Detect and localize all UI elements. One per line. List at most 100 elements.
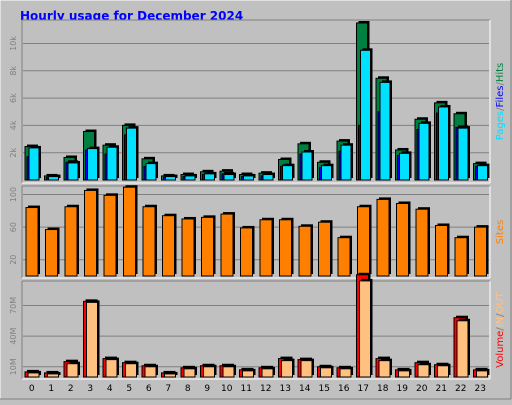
x-axis-hour-label-17: 17 [358, 384, 369, 394]
hits-panel-pages-bar-3 [87, 146, 100, 181]
hits-panel-pages-bar-18 [379, 80, 392, 181]
hits-panel-fill [22, 20, 490, 183]
volume-panel-legend-item-1: / [495, 327, 506, 331]
x-axis-hour-label-0: 0 [29, 384, 35, 394]
hits-panel-pages-bar-18-face [379, 81, 391, 181]
sites-panel-legend-item-0: Sites [495, 220, 506, 244]
volume-panel-inout-bar-3-face [86, 301, 98, 378]
hits-panel-legend-item-2: Files [495, 86, 506, 108]
sites-panel-sites-bar-0-face [25, 207, 39, 277]
sites-panel-sites-bar-11-face [240, 227, 253, 277]
sites-panel-sites-bar-15 [318, 220, 333, 277]
hits-panel-pages-bar-11-face [243, 175, 254, 181]
volume-panel-inout-bar-18 [378, 358, 392, 378]
volume-panel-y-tick-label-0: 10M [9, 358, 18, 375]
sites-panel-sites-bar-7-face [162, 215, 175, 277]
volume-panel-inout-bar-19-face [398, 370, 410, 378]
hits-panel-pages-bar-14 [301, 150, 314, 181]
sites-panel-sites-bar-0 [25, 205, 40, 277]
sites-panel-sites-bar-16 [337, 235, 352, 277]
sites-panel-sites-bar-19-face [396, 202, 409, 277]
hits-panel-pages-bar-11 [243, 173, 256, 181]
x-axis-hour-label-2: 2 [68, 384, 74, 394]
volume-panel-inout-bar-12-face [261, 368, 274, 378]
x-axis-hour-label-19: 19 [397, 384, 409, 394]
x-axis-hour-label-10: 10 [221, 384, 233, 394]
hits-panel-pages-bar-13-face [282, 165, 293, 181]
volume-panel-inout-bar-2 [66, 361, 80, 378]
sites-panel-sites-bar-10 [220, 212, 235, 277]
volume-panel-inout-bar-1 [47, 371, 61, 378]
volume-panel-inout-bar-22 [456, 318, 470, 378]
x-axis-hour-label-9: 9 [204, 384, 210, 394]
volume-panel-inout-bar-9 [203, 364, 217, 378]
hits-panel-legend-item-4: Hits [495, 63, 506, 82]
volume-panel-inout-bar-17-face [359, 280, 371, 378]
sites-panel-sites-bar-17 [357, 204, 372, 277]
hits-panel-y-tick-label-4: 10k [9, 36, 18, 51]
sites-panel-sites-bar-20 [415, 207, 430, 277]
hits-panel-pages-bar-15 [321, 163, 334, 181]
sites-panel-sites-bar-20-face [415, 208, 429, 277]
sites-panel-sites-bar-6 [142, 204, 157, 277]
hits-panel-pages-bar-5-face [126, 127, 137, 181]
hits-panel-y-tick-label-2: 6k [9, 93, 18, 103]
volume-panel-legend-item-3: / [495, 313, 506, 317]
sites-panel-sites-bar-5 [123, 185, 138, 277]
volume-panel-legend-item-2: IN [495, 317, 506, 327]
sites-panel-sites-bar-1-face [45, 229, 58, 277]
volume-panel-inout-bar-15 [320, 365, 334, 378]
sites-panel-sites-bar-21-face [435, 224, 448, 277]
volume-panel-inout-bar-19 [398, 368, 412, 378]
volume-panel-inout-bar-5-face [125, 363, 137, 378]
hits-panel-pages-bar-7-face [165, 176, 176, 181]
hits-panel-pages-bar-12 [262, 172, 275, 181]
hits-panel-pages-bar-13 [282, 163, 295, 181]
sites-panel-sites-bar-7 [162, 213, 177, 277]
hits-panel-pages-bar-22-face [457, 127, 469, 181]
hits-panel-pages-bar-23-face [477, 165, 488, 181]
sites-panel-sites-bar-6-face [142, 206, 156, 277]
sites-panel-y-tick-label-2: 100 [9, 187, 18, 202]
hits-panel-pages-bar-17-face [360, 49, 371, 181]
hits-panel-pages-bar-12-face [262, 174, 274, 181]
sites-panel-sites-bar-10-face [220, 213, 234, 277]
volume-panel-inout-bar-8 [183, 366, 197, 378]
sites-panel-sites-bar-4-face [103, 194, 117, 277]
volume-panel-inout-bar-11-face [242, 370, 254, 378]
x-axis-hour-label-3: 3 [87, 384, 93, 394]
x-axis-hour-label-11: 11 [241, 384, 252, 394]
x-axis-hour-label-20: 20 [416, 384, 428, 394]
hits-panel-pages-bar-14-face [301, 151, 313, 181]
sites-panel-sites-bar-4 [103, 193, 118, 277]
x-axis-hour-label-1: 1 [48, 384, 54, 394]
hits-panel-legend-item-3: / [495, 82, 506, 86]
volume-panel-legend-item-0: Volume [495, 331, 506, 368]
volume-panel-inout-bar-6 [144, 364, 158, 378]
hits-panel-pages-bar-19-face [399, 152, 410, 181]
volume-panel-inout-bar-0-face [27, 372, 40, 378]
volume-panel-inout-bar-14 [300, 358, 314, 378]
sites-panel-sites-bar-12 [259, 217, 274, 277]
sites-panel-sites-bar-12-face [259, 219, 273, 277]
x-axis-hour-label-23: 23 [475, 384, 486, 394]
hits-panel-pages-bar-2-face [67, 162, 79, 181]
hits-panel-y-tick-label-0: 2k [9, 147, 18, 157]
volume-panel-inout-bar-12 [261, 366, 275, 378]
x-axis-hour-label-21: 21 [436, 384, 447, 394]
volume-panel-inout-bar-16 [339, 366, 353, 378]
hits-panel-pages-bar-3-face [87, 148, 98, 181]
volume-panel-inout-bar-7-face [164, 373, 176, 378]
hits-panel-pages-bar-16-face [340, 144, 352, 181]
hits-panel-pages-bar-16 [340, 143, 353, 181]
volume-panel-inout-bar-2-face [66, 363, 79, 378]
volume-panel-inout-bar-14-face [300, 360, 313, 378]
sites-panel-fill [22, 186, 490, 278]
sites-panel-sites-bar-9 [201, 215, 216, 277]
volume-panel-inout-bar-15-face [320, 367, 332, 378]
sites-panel-y-tick-label-1: 60 [9, 222, 18, 232]
hits-panel-legend: Pages/Files/Hits [495, 63, 506, 141]
sites-panel-sites-bar-23 [474, 225, 489, 277]
sites-panel-sites-bar-3-face [84, 189, 97, 277]
